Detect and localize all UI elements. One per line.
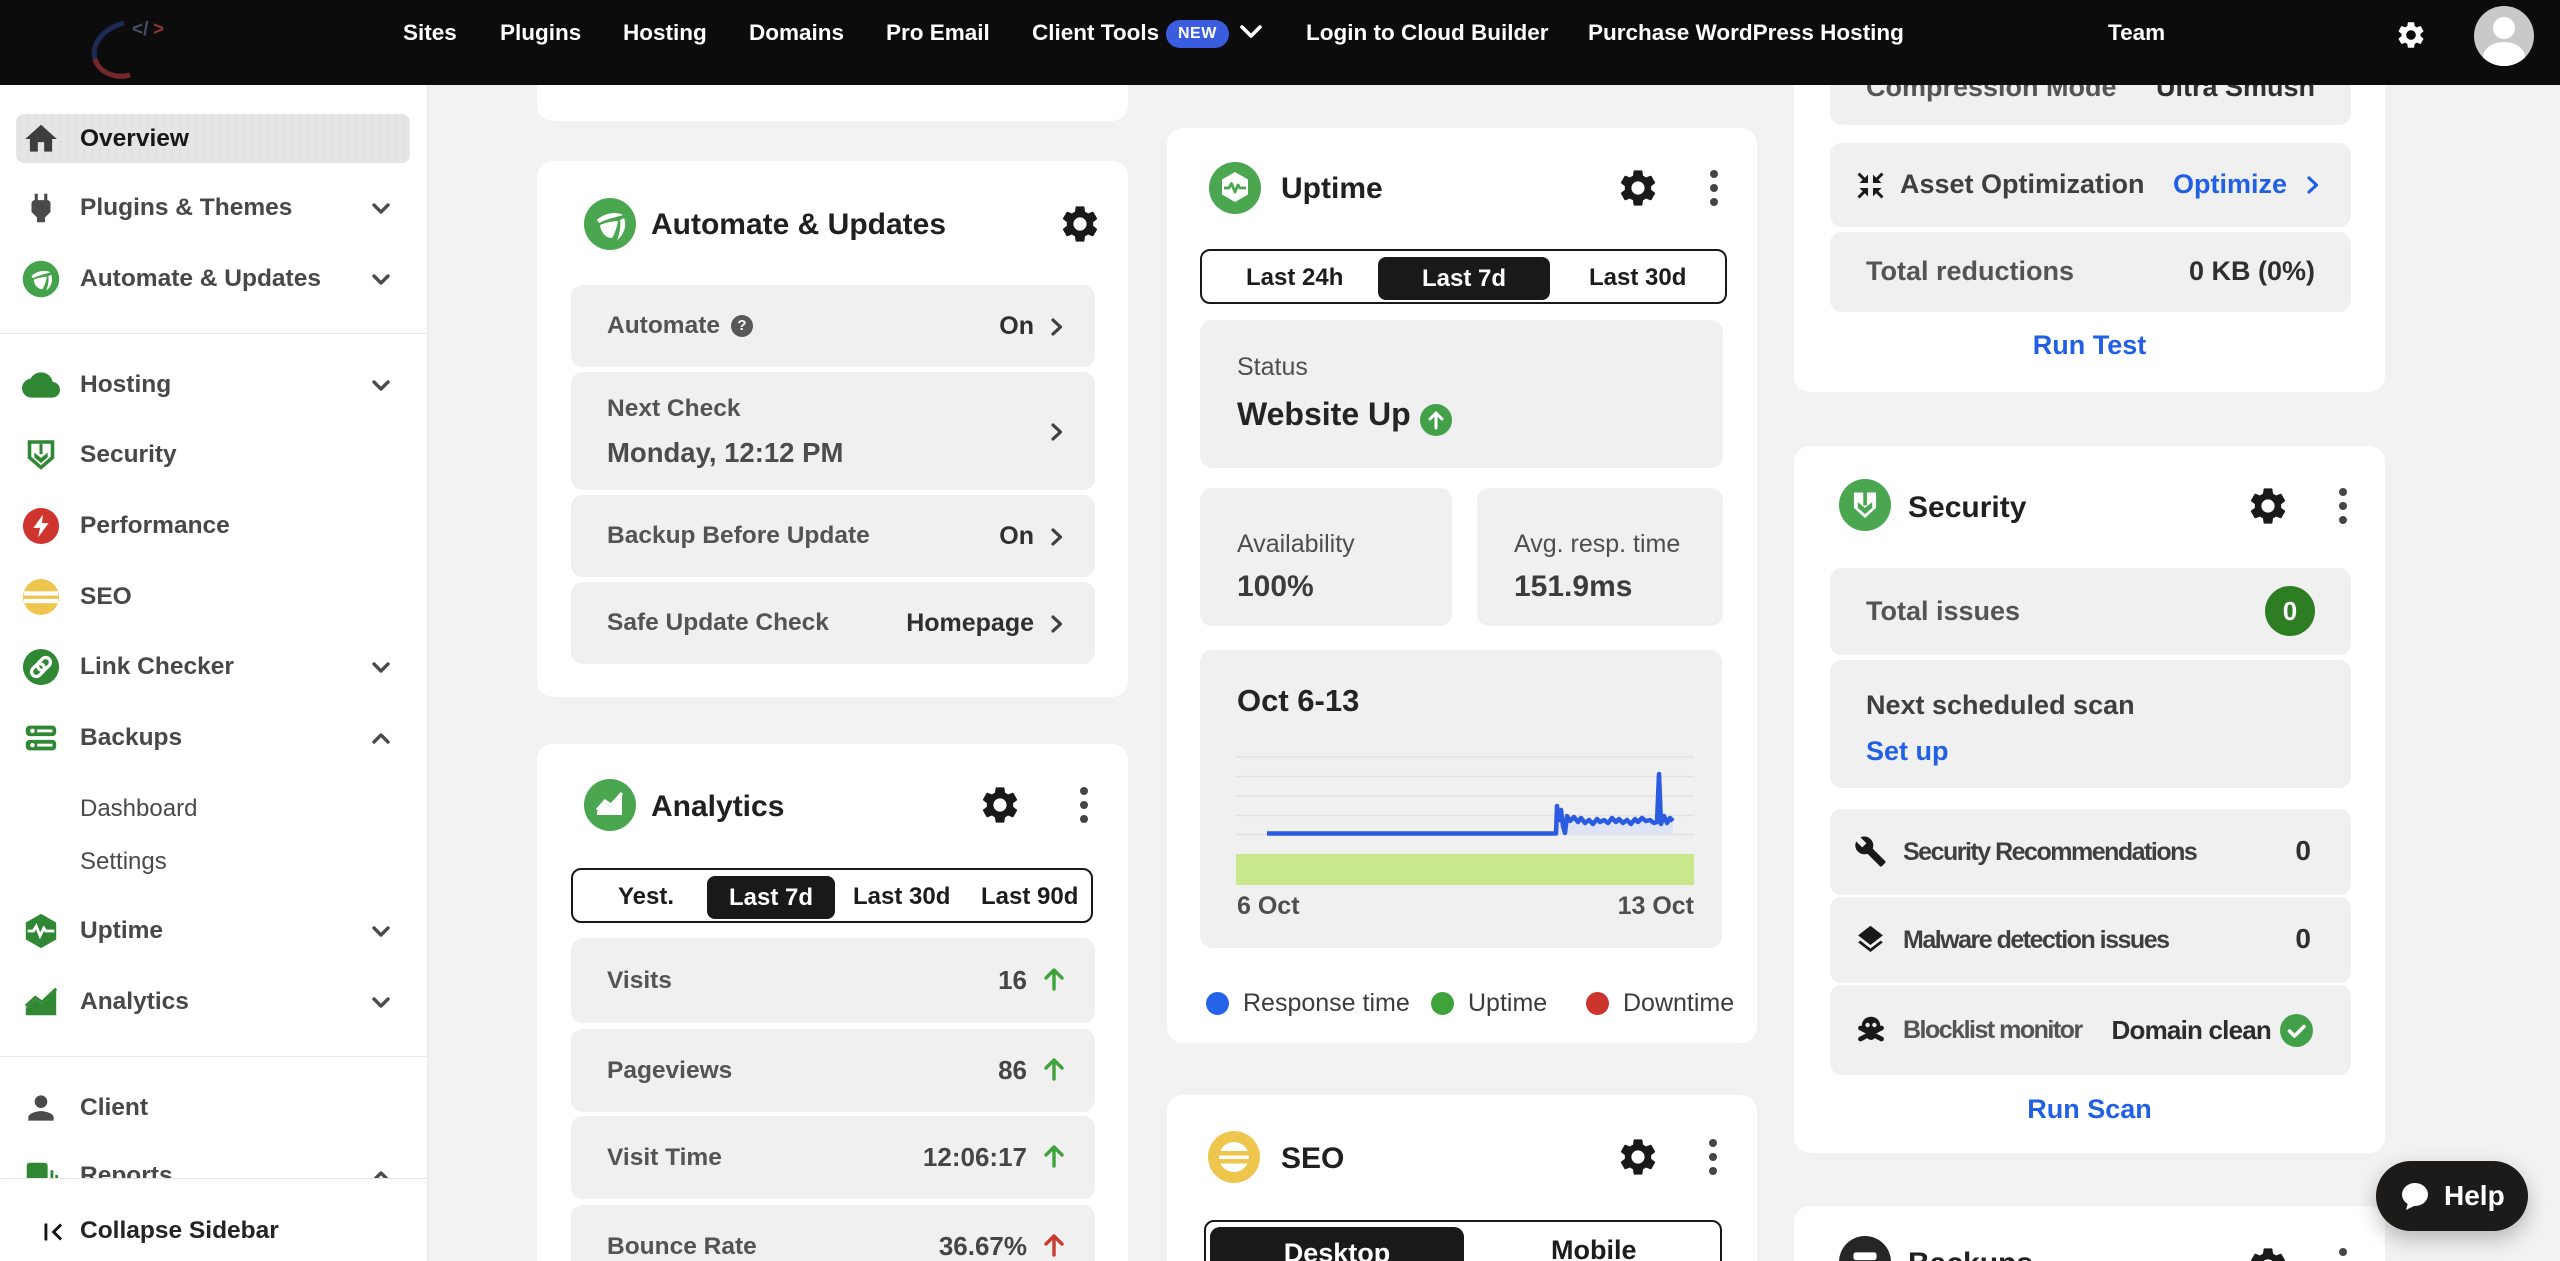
svg-text:>: >: [153, 19, 164, 40]
svg-text:</: </: [132, 19, 149, 40]
